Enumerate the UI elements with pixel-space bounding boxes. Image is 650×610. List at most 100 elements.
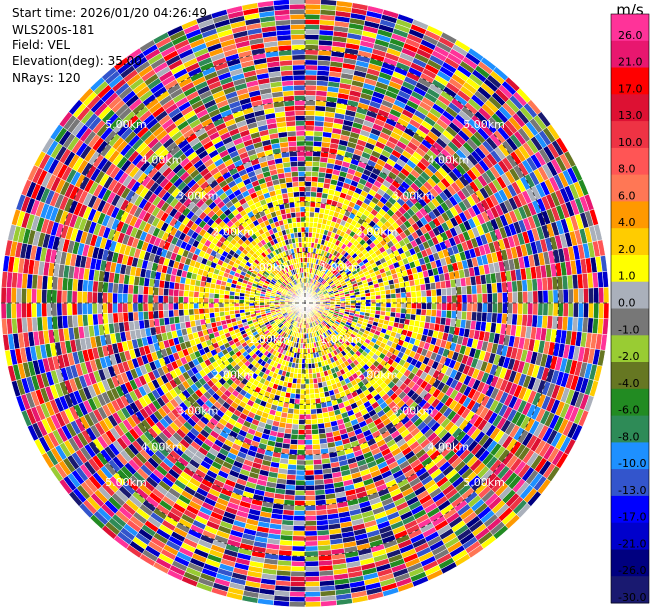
velocity-gate [304, 125, 315, 132]
velocity-gate [291, 555, 306, 562]
velocity-gate [311, 428, 320, 435]
velocity-gate [481, 302, 488, 313]
velocity-gate [304, 34, 320, 41]
velocity-gate [602, 318, 609, 336]
velocity-gate [304, 206, 311, 213]
velocity-gate [290, 428, 299, 435]
velocity-gate [309, 211, 315, 218]
velocity-gate [461, 294, 468, 304]
velocity-gate [293, 515, 306, 522]
velocity-gate [304, 130, 315, 137]
velocity-gate [290, 433, 299, 440]
velocity-gate [456, 302, 463, 312]
velocity-gate [294, 398, 301, 405]
velocity-gate [567, 302, 574, 318]
velocity-gate [527, 290, 534, 304]
velocity-gate [304, 74, 318, 81]
velocity-gate [304, 216, 310, 223]
velocity-gate [293, 408, 300, 415]
velocity-gate [304, 429, 313, 435]
velocity-gate [411, 302, 417, 310]
velocity-gate [286, 474, 297, 481]
velocity-gate [311, 171, 320, 178]
velocity-gate [304, 95, 317, 101]
velocity-gate [390, 297, 397, 304]
velocity-gate [491, 302, 498, 314]
velocity-gate [384, 289, 391, 295]
velocity-gate [593, 287, 600, 304]
velocity-gate [312, 448, 322, 456]
velocity-gate [289, 591, 306, 598]
velocity-gate [304, 545, 319, 552]
velocity-gate [290, 560, 306, 567]
velocity-gate [446, 302, 453, 311]
velocity-gate [497, 302, 503, 314]
velocity-gate [466, 302, 473, 313]
velocity-gate [395, 292, 402, 299]
velocity-gate [471, 311, 478, 322]
velocity-gate [310, 403, 317, 410]
velocity-gate [385, 293, 392, 300]
velocity-gate [314, 392, 321, 399]
velocity-gate [304, 8, 321, 15]
velocity-gate [304, 44, 319, 51]
velocity-gate [421, 296, 427, 304]
velocity-gate [301, 353, 306, 359]
velocity-gate [291, 423, 299, 430]
velocity-gate [313, 382, 319, 389]
velocity-gate [294, 489, 306, 496]
velocity-gate [313, 135, 323, 143]
velocity-gate [295, 464, 306, 471]
velocity-gate [390, 302, 397, 309]
velocity-gate [311, 433, 320, 440]
velocity-gate [304, 500, 316, 506]
velocity-gate [416, 296, 422, 304]
velocity-gate [365, 295, 372, 301]
velocity-gate [304, 403, 311, 410]
velocity-gate [291, 545, 306, 552]
velocity-gate [497, 292, 503, 304]
velocity-gate [481, 293, 488, 304]
velocity-gate [304, 110, 316, 117]
velocity-gate [603, 286, 610, 304]
velocity-gate [292, 535, 306, 542]
velocity-gate [426, 296, 432, 304]
velocity-gate [435, 288, 442, 297]
velocity-gate [355, 302, 361, 307]
velocity-gate [287, 463, 297, 471]
velocity-gate [312, 453, 322, 461]
velocity-gate [380, 298, 387, 304]
velocity-gate [312, 145, 322, 153]
velocity-gate [308, 368, 313, 375]
velocity-gate [304, 505, 317, 511]
velocity-gate [297, 439, 306, 446]
velocity-gate [304, 424, 312, 430]
velocity-gate [296, 459, 306, 466]
velocity-gate [370, 299, 377, 304]
velocity-gate [456, 294, 463, 304]
velocity-gate [313, 474, 324, 481]
velocity-gate [420, 290, 427, 298]
velocity-gate [431, 295, 437, 304]
velocity-gate [310, 196, 317, 203]
velocity-gate [304, 575, 320, 582]
velocity-gate [304, 186, 312, 192]
velocity-gate [297, 434, 306, 441]
velocity-gate [400, 292, 407, 299]
velocity-gate [405, 291, 412, 298]
velocity-gate [309, 206, 316, 213]
velocity-gate [304, 247, 309, 253]
velocity-gate [415, 308, 422, 316]
velocity-gate [365, 302, 372, 307]
velocity-gate [304, 54, 319, 61]
velocity-gate [400, 297, 407, 304]
velocity-gate [593, 302, 600, 319]
velocity-gate [290, 570, 306, 577]
velocity-gate [502, 292, 508, 304]
velocity-gate [299, 398, 306, 405]
velocity-gate [445, 287, 452, 296]
velocity-gate [296, 449, 306, 456]
velocity-gate [547, 302, 554, 317]
velocity-gate [304, 469, 315, 476]
velocity-gate [304, 535, 318, 542]
